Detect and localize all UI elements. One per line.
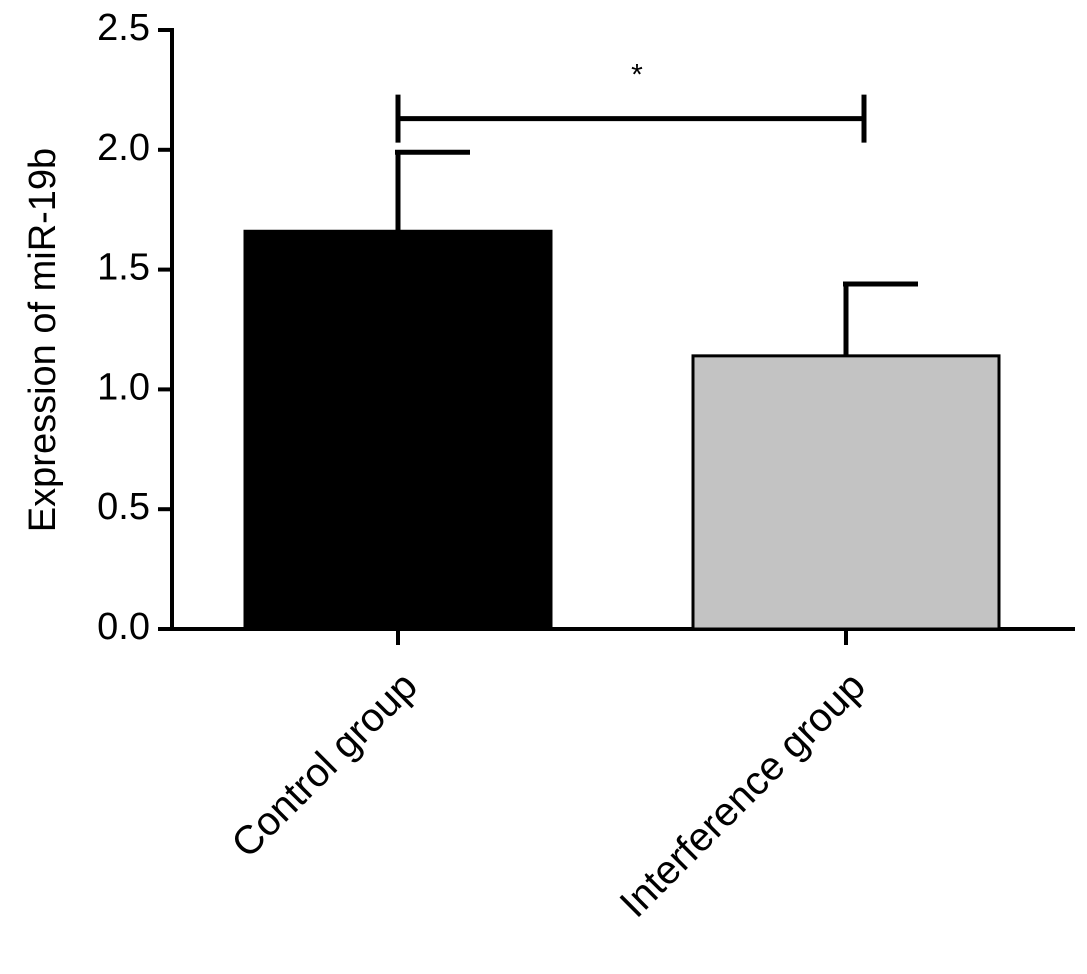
y-tick-label: 0.5 [97,486,150,528]
y-axis-label: Expression of miR-19b [22,148,64,532]
y-axis: 0.0 0.5 1.0 1.5 2.0 2.5 [97,7,174,648]
y-tick-label: 1.0 [97,366,150,408]
bars [243,229,1001,631]
x-axis: Control group Interference group [170,627,1075,926]
y-tick-label: 2.5 [97,7,150,49]
y-tick-label: 2.0 [97,127,150,169]
x-tick-label: Interference group [612,664,874,926]
bar-0 [243,229,553,631]
y-tick-label: 1.5 [97,247,150,289]
significance-label: * [631,59,643,92]
x-tick-label: Control group [223,664,425,866]
significance-bracket: * [395,59,867,143]
error-bars [395,149,918,356]
y-tick-label: 0.0 [97,606,150,648]
bar-1 [691,354,1001,631]
